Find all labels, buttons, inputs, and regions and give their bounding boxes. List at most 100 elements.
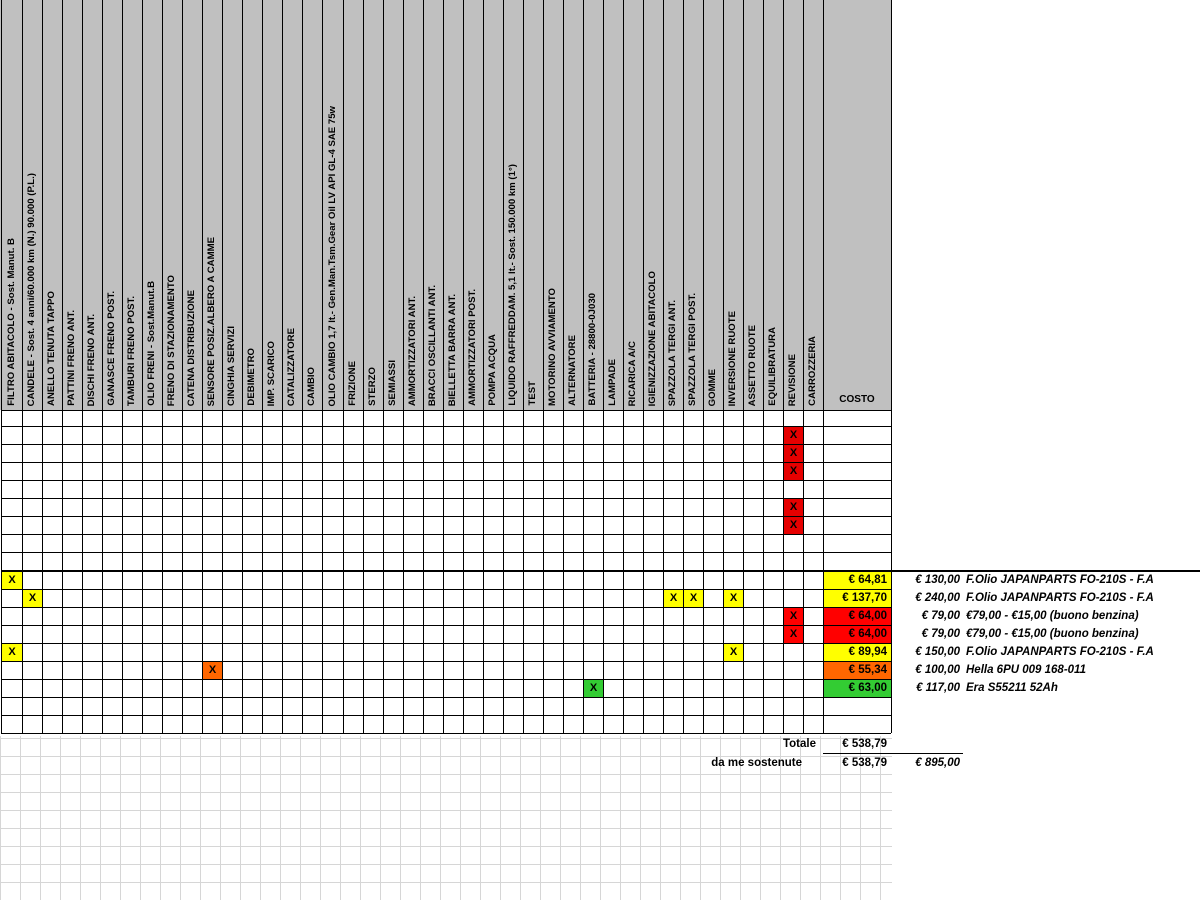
column-header-label: FRENO DI STAZIONAMENTO xyxy=(166,274,178,406)
sostenute-extra[interactable]: € 895,00 xyxy=(915,757,960,769)
maintenance-mark[interactable]: X xyxy=(724,590,743,607)
maintenance-mark[interactable]: X xyxy=(784,608,803,625)
column-header-label: STERZO xyxy=(367,367,379,406)
totale-value[interactable]: € 538,79 xyxy=(842,738,887,750)
note-cell[interactable]: €79,00 - €15,00 (buono benzina) xyxy=(966,610,1139,622)
revision-mark[interactable]: X xyxy=(784,445,803,462)
note-cell[interactable]: Era S55211 52Ah xyxy=(966,682,1058,694)
maintenance-mark[interactable]: X xyxy=(584,680,603,697)
note-cell[interactable]: Hella 6PU 009 168-011 xyxy=(966,664,1086,676)
column-header[interactable]: GANASCE FRENO POST. xyxy=(102,0,122,410)
price-cell[interactable]: € 79,00 xyxy=(921,610,960,622)
cost-cell[interactable]: € 137,70 xyxy=(824,590,891,607)
costo-header[interactable]: COSTO xyxy=(839,394,875,405)
maintenance-mark[interactable]: X xyxy=(203,662,222,679)
column-header[interactable]: EQUILIBRATURA xyxy=(763,0,783,410)
cost-cell[interactable]: € 89,94 xyxy=(824,644,891,661)
grid-hline xyxy=(1,410,891,411)
grid-vline xyxy=(42,0,43,733)
column-header[interactable]: SENSORE POSIZ.ALBERO A CAMME xyxy=(202,0,222,410)
maintenance-mark[interactable]: X xyxy=(2,572,22,589)
column-header[interactable]: MOTORINO AVVIAMENTO xyxy=(543,0,563,410)
maintenance-mark[interactable]: X xyxy=(2,644,22,661)
maintenance-mark[interactable]: X xyxy=(664,590,683,607)
note-cell[interactable]: F.Olio JAPANPARTS FO-210S - F.A xyxy=(966,574,1154,586)
column-header[interactable]: OLIO FRENI - Sost.Manut.B xyxy=(142,0,162,410)
column-header[interactable]: FRENO DI STAZIONAMENTO xyxy=(162,0,182,410)
column-header[interactable]: IMP. SCARICO xyxy=(262,0,282,410)
column-header[interactable]: LIQUIDO RAFFREDDAM. 5,1 lt.- Sost. 150.0… xyxy=(503,0,523,410)
column-header[interactable]: INVERSIONE RUOTE xyxy=(723,0,743,410)
column-header-label: CANDELE - Sost. 4 anni/60.000 km (N.) 90… xyxy=(26,172,38,406)
column-header[interactable]: REVISIONE xyxy=(783,0,803,410)
column-header[interactable]: BRACCI OSCILLANTI ANT. xyxy=(423,0,443,410)
column-header[interactable]: ASSETTO RUOTE xyxy=(743,0,763,410)
column-header-label: GANASCE FRENO POST. xyxy=(106,291,118,406)
grid-vline xyxy=(743,0,744,733)
column-header-label: TEST xyxy=(527,381,539,406)
column-header[interactable]: CANDELE - Sost. 4 anni/60.000 km (N.) 90… xyxy=(22,0,42,410)
column-header[interactable]: CATENA DISTRIBUZIONE xyxy=(182,0,202,410)
price-cell[interactable]: € 117,00 xyxy=(916,682,960,694)
column-header-label: INVERSIONE RUOTE xyxy=(727,310,739,406)
grid-vline xyxy=(583,0,584,733)
column-header[interactable]: AMMORTIZZATORI ANT. xyxy=(403,0,423,410)
note-cell[interactable]: F.Olio JAPANPARTS FO-210S - F.A xyxy=(966,646,1154,658)
column-header[interactable]: DISCHI FRENO ANT. xyxy=(82,0,102,410)
price-cell[interactable]: € 79,00 xyxy=(921,628,960,640)
note-cell[interactable]: F.Olio JAPANPARTS FO-210S - F.A xyxy=(966,592,1154,604)
column-header-label: AMMORTIZZATORI POST. xyxy=(467,289,479,406)
column-header[interactable]: RICARICA A/C xyxy=(623,0,643,410)
revision-mark[interactable]: X xyxy=(784,517,803,534)
note-cell[interactable]: €79,00 - €15,00 (buono benzina) xyxy=(966,628,1139,640)
cost-cell[interactable]: € 55,34 xyxy=(824,662,891,679)
grid-vline xyxy=(603,0,604,733)
column-header[interactable]: IGIENIZZAZIONE ABITACOLO xyxy=(643,0,663,410)
column-header[interactable]: LAMPADE xyxy=(603,0,623,410)
column-header[interactable]: CATALIZZATORE xyxy=(282,0,302,410)
column-header[interactable]: TAMBURI FRENO POST. xyxy=(122,0,142,410)
column-header[interactable]: DEBIMETRO xyxy=(242,0,262,410)
column-header[interactable]: ANELLO TENUTA TAPPO xyxy=(42,0,62,410)
revision-mark[interactable]: X xyxy=(784,499,803,516)
cost-cell[interactable]: € 64,00 xyxy=(824,608,891,625)
column-header[interactable]: CINGHIA SERVIZI xyxy=(222,0,242,410)
cost-cell[interactable]: € 64,81 xyxy=(824,572,891,589)
column-header[interactable]: BIELLETTA BARRA ANT. xyxy=(443,0,463,410)
column-header[interactable]: SPAZZOLA TERGI POST. xyxy=(683,0,703,410)
column-header-label: ASSETTO RUOTE xyxy=(747,324,759,406)
price-cell[interactable]: € 240,00 xyxy=(915,592,960,604)
maintenance-mark[interactable]: X xyxy=(684,590,703,607)
column-header[interactable]: CAMBIO xyxy=(302,0,322,410)
column-header[interactable]: ALTERNATORE xyxy=(563,0,583,410)
column-header[interactable]: BATTERIA - 28800-0J030 xyxy=(583,0,603,410)
maintenance-mark[interactable]: X xyxy=(23,590,42,607)
maintenance-mark[interactable]: X xyxy=(784,626,803,643)
revision-mark[interactable]: X xyxy=(784,463,803,480)
column-header[interactable]: AMMORTIZZATORI POST. xyxy=(463,0,483,410)
column-header[interactable]: TEST xyxy=(523,0,543,410)
column-header-label: POMPA ACQUA xyxy=(487,334,499,406)
column-header[interactable]: SEMIASSI xyxy=(383,0,403,410)
grid-vline xyxy=(1,0,2,733)
column-header[interactable]: CARROZZERIA xyxy=(803,0,823,410)
price-cell[interactable]: € 150,00 xyxy=(915,646,960,658)
column-header[interactable]: GOMME xyxy=(703,0,723,410)
cost-cell[interactable]: € 64,00 xyxy=(824,626,891,643)
sostenute-value[interactable]: € 538,79 xyxy=(842,757,887,769)
revision-mark[interactable]: X xyxy=(784,427,803,444)
grid-vline xyxy=(202,0,203,733)
column-header[interactable]: FRIZIONE xyxy=(343,0,363,410)
column-header[interactable]: OLIO CAMBIO 1,7 lt.- Gen.Man.Tsm.Gear Oi… xyxy=(322,0,343,410)
column-header[interactable]: SPAZZOLA TERGI ANT. xyxy=(663,0,683,410)
grid-vline xyxy=(463,0,464,733)
price-cell[interactable]: € 130,00 xyxy=(915,574,960,586)
column-header[interactable]: POMPA ACQUA xyxy=(483,0,503,410)
cost-cell[interactable]: € 63,00 xyxy=(824,680,891,697)
column-header[interactable]: FILTRO ABITACOLO - Sost. Manut. B xyxy=(1,0,22,410)
maintenance-mark[interactable]: X xyxy=(724,644,743,661)
column-header[interactable]: STERZO xyxy=(363,0,383,410)
column-header[interactable]: PATTINI FRENO ANT. xyxy=(62,0,82,410)
price-cell[interactable]: € 100,00 xyxy=(915,664,960,676)
